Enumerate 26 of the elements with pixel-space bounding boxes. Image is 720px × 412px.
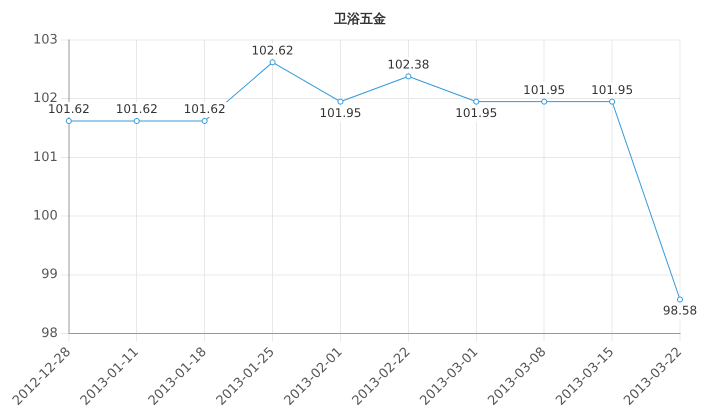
data-label: 101.95 xyxy=(591,82,634,97)
data-label: 101.95 xyxy=(319,106,362,120)
point xyxy=(473,98,480,105)
point xyxy=(405,73,412,80)
data-label: 101.62 xyxy=(184,102,226,116)
y-tick-label: 99 xyxy=(41,267,58,282)
point xyxy=(541,98,548,105)
point xyxy=(202,118,208,124)
y-tick-label: 101 xyxy=(32,150,58,165)
point xyxy=(134,118,140,124)
point xyxy=(66,118,72,124)
chart-title: 卫浴五金 xyxy=(333,11,387,28)
data-label: 101.62 xyxy=(48,102,90,116)
data-label: 101.95 xyxy=(455,106,498,120)
data-label: 102.62 xyxy=(252,43,294,58)
data-label: 102.38 xyxy=(387,58,430,72)
y-tick-label: 103 xyxy=(32,32,58,48)
data-label: 101.62 xyxy=(116,102,158,116)
point xyxy=(677,296,683,302)
point xyxy=(609,98,616,105)
point xyxy=(270,59,276,66)
data-label: 101.95 xyxy=(523,82,566,97)
y-tick-label: 100 xyxy=(32,208,58,224)
point xyxy=(337,98,344,105)
y-tick-label: 98 xyxy=(41,326,58,341)
data-label: 98.58 xyxy=(662,304,698,318)
